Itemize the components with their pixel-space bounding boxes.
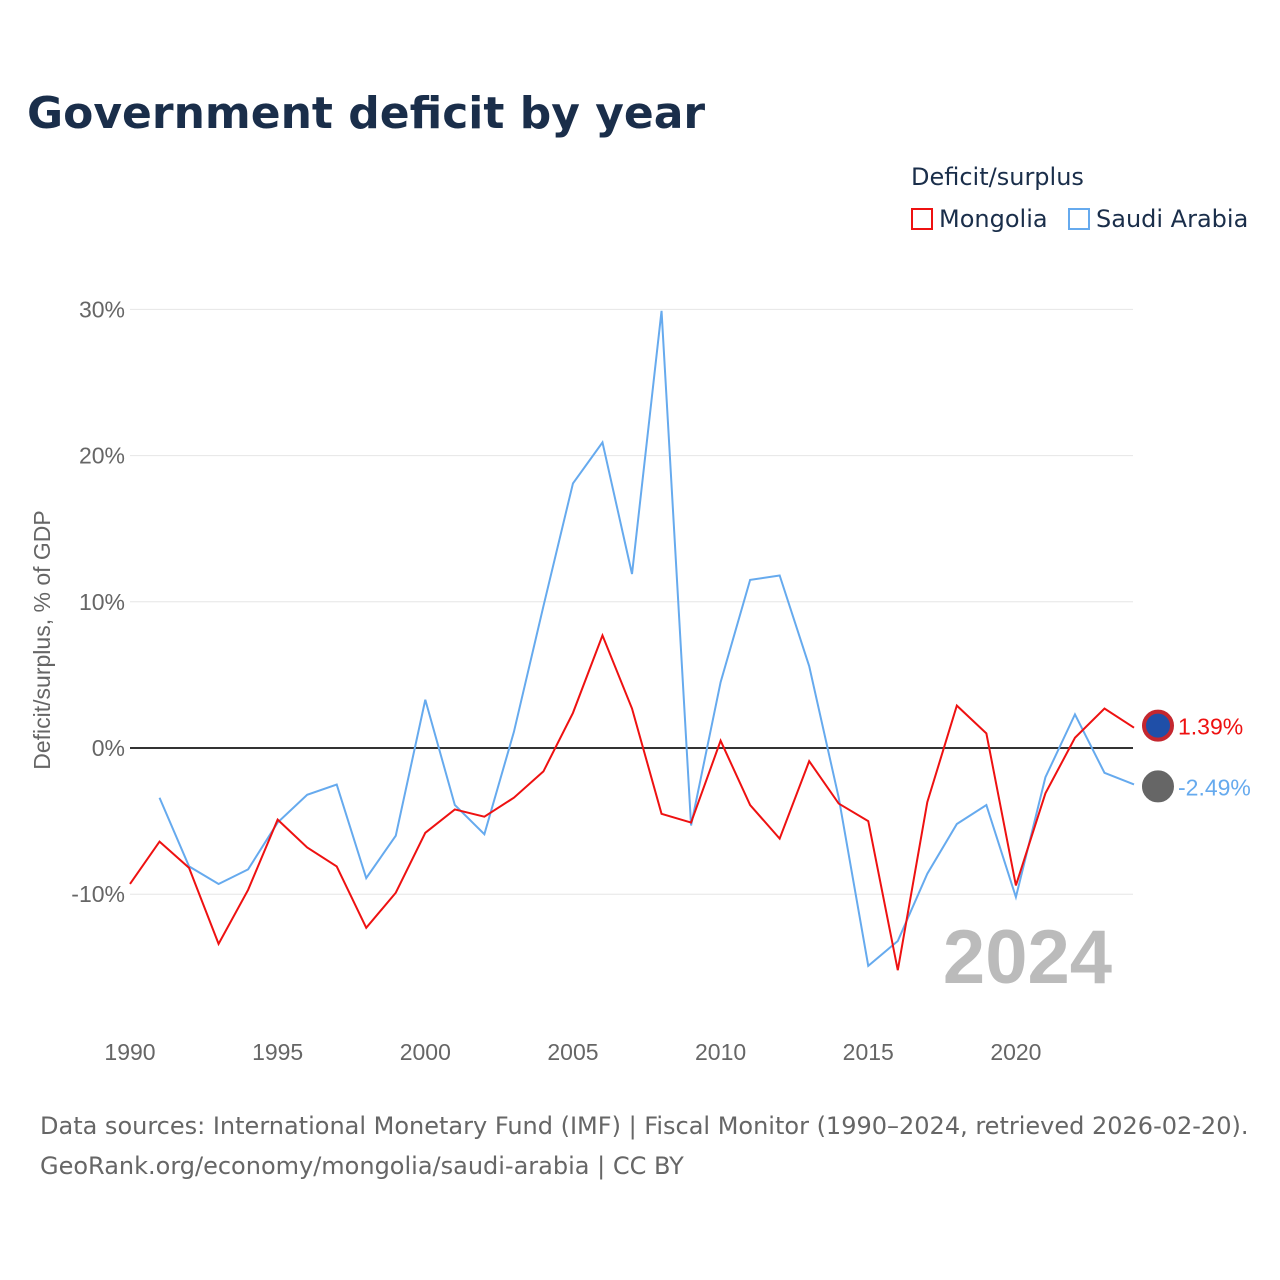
y-axis-label: Deficit/surplus, % of GDP (29, 510, 55, 769)
footer: Data sources: International Monetary Fun… (40, 1106, 1248, 1186)
legend-swatch (1068, 208, 1090, 230)
y-tick-label: 0% (92, 735, 125, 761)
legend-label: Mongolia (939, 205, 1048, 233)
source-text: Data sources: International Monetary Fun… (40, 1112, 1249, 1140)
series-line-saudi-arabia (158, 310, 1135, 968)
x-tick-label: 2000 (400, 1039, 451, 1065)
x-tick-label: 2010 (695, 1039, 746, 1065)
legend-item-mongolia[interactable]: Mongolia (911, 205, 1048, 233)
y-tick-label: 30% (79, 296, 125, 322)
chart-title: Government deficit by year (27, 88, 706, 139)
attribution-link[interactable]: GeoRank.org/economy/mongolia/saudi-arabi… (40, 1152, 684, 1180)
flag-icon-saudi-arabia (1142, 770, 1174, 803)
legend-item-saudi-arabia[interactable]: Saudi Arabia (1068, 205, 1248, 233)
flag-icon-mongolia (1142, 709, 1174, 742)
y-tick-label: 10% (79, 589, 125, 615)
x-tick-label: 2020 (990, 1039, 1041, 1065)
year-watermark: 2024 (943, 915, 1112, 1000)
y-tick-label: -10% (71, 881, 125, 907)
x-tick-label: 2005 (547, 1039, 598, 1065)
legend-swatch (911, 208, 933, 230)
end-value-label: -2.49% (1178, 774, 1251, 800)
legend-title: Deficit/surplus (911, 163, 1084, 191)
x-tick-label: 1995 (252, 1039, 303, 1065)
end-value-label: 1.39% (1178, 714, 1243, 740)
series-line-mongolia (129, 632, 1135, 971)
x-tick-label: 1990 (104, 1039, 155, 1065)
y-tick-label: 20% (79, 443, 125, 469)
x-tick-label: 2015 (843, 1039, 894, 1065)
legend-label: Saudi Arabia (1096, 205, 1249, 233)
